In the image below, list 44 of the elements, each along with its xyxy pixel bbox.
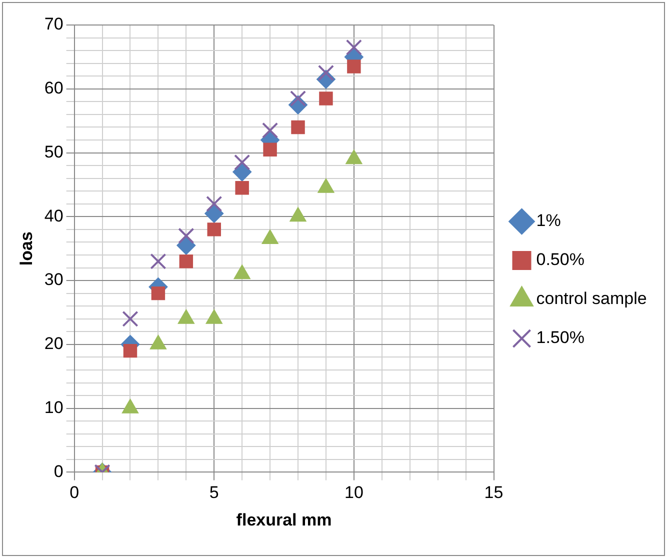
point (151, 286, 166, 300)
legend-label: 1.50% (536, 328, 584, 348)
point (206, 196, 222, 212)
y-axis-title: loas (16, 232, 36, 266)
y-tick-label: 10 (44, 398, 64, 417)
legend-label: control sample (536, 289, 647, 308)
x-tick-label: 15 (484, 483, 504, 502)
point (319, 92, 333, 106)
x-tick-label: 0 (70, 483, 80, 502)
point (234, 264, 250, 280)
point (204, 204, 224, 223)
point (122, 398, 139, 414)
x-tick-label: 5 (209, 483, 219, 502)
point (347, 60, 361, 74)
y-tick-label: 0 (54, 462, 64, 481)
legend-label: 1% (536, 211, 561, 230)
point (207, 222, 221, 236)
point (150, 253, 166, 270)
point (232, 162, 252, 182)
point (263, 142, 277, 156)
point (290, 90, 306, 107)
y-tick-label: 20 (44, 334, 64, 354)
point (262, 230, 278, 244)
point (122, 310, 138, 327)
y-tick-label: 30 (44, 270, 64, 290)
point (178, 228, 194, 244)
point (234, 154, 250, 170)
point (150, 334, 166, 350)
point (206, 309, 222, 324)
point (262, 122, 278, 138)
x-axis-title: flexural mm (236, 510, 332, 530)
x-tick-label: 10 (344, 483, 364, 502)
point (179, 254, 194, 268)
point (235, 181, 249, 195)
legend-label: 0.50% (536, 250, 584, 270)
y-tick-label: 50 (44, 142, 64, 162)
point (178, 309, 194, 324)
point (290, 207, 306, 222)
y-tick-label: 70 (44, 14, 64, 34)
point (291, 120, 305, 134)
y-tick-label: 60 (44, 78, 64, 98)
point (318, 64, 334, 81)
y-tick-label: 40 (44, 206, 64, 226)
point (346, 39, 362, 56)
